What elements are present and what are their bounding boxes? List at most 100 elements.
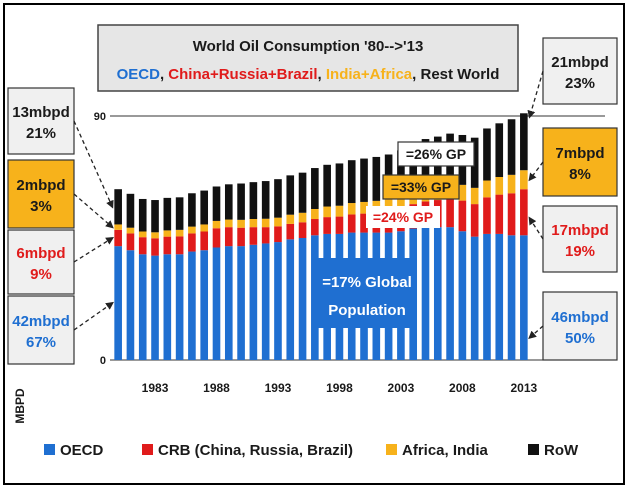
legend-label: OECD: [60, 442, 104, 459]
bar-oecd-2010: [483, 233, 491, 360]
bar-africa-india-1989: [224, 219, 233, 228]
callout-left-2: 6mbpd 9%: [7, 229, 75, 295]
bar-crb-1999: [347, 214, 356, 233]
callout-left-3-value: 42mbpd: [12, 313, 70, 330]
bar-row-1988: [212, 186, 221, 221]
bar-africa-india-2003: [397, 195, 405, 209]
arrow-left-africa: [73, 193, 114, 229]
legend-item-2: Africa, India: [386, 442, 489, 459]
gp-label-text: =26% GP: [406, 146, 466, 162]
bar-oecd-1982: [138, 254, 147, 360]
bar-crb-1983: [151, 238, 159, 256]
bar-crb-1982: [138, 237, 147, 255]
callout-left-1: 2mbpd 3%: [7, 159, 75, 229]
bar-oecd-1988: [212, 247, 221, 360]
callout-left-0-value: 13mbpd: [12, 104, 70, 121]
bar-row-2013: [520, 113, 528, 171]
bar-oecd-2013: [520, 235, 528, 360]
callout-left-1-share: 3%: [30, 198, 52, 215]
legend-label: CRB (China, Russia, Brazil): [158, 442, 353, 459]
bar-row-2012: [507, 119, 516, 175]
bar-row-2009: [470, 137, 479, 188]
callout-right-3-value: 46mbpd: [551, 309, 609, 326]
population-line2: Population: [328, 302, 406, 319]
x-tick-label: 1993: [265, 381, 292, 395]
bar-row-1987: [200, 190, 209, 225]
bar-africa-india-2013: [520, 170, 528, 190]
bar-crb-1985: [175, 236, 184, 255]
bar-oecd-1996: [311, 235, 319, 360]
bar-africa-india-2000: [360, 201, 368, 214]
bar-oecd-1985: [175, 254, 184, 360]
bar-crb-1996: [311, 219, 319, 236]
bar-row-1994: [286, 175, 295, 215]
bar-africa-india-1991: [249, 219, 258, 228]
arrow-left-row: [73, 120, 114, 209]
bar-oecd-1995: [298, 238, 307, 360]
bar-row-1980: [114, 189, 122, 225]
bar-crb-1986: [188, 233, 196, 252]
bar-oecd-2007: [446, 227, 454, 360]
subtitle-part: China+Russia+Brazil: [168, 66, 317, 83]
bar-row-2003: [397, 150, 405, 196]
bar-africa-india-2012: [507, 174, 516, 194]
bar-africa-india-2008: [458, 184, 467, 201]
population-line1: =17% Global: [322, 274, 412, 291]
gp-label-crb: =24% GP: [366, 206, 440, 228]
callout-right-1-share: 8%: [569, 166, 591, 183]
callout-left-1-value: 2mbpd: [16, 177, 65, 194]
bar-africa-india-1994: [286, 214, 295, 224]
bar-row-2004: [409, 143, 418, 191]
bar-oecd-1990: [237, 246, 245, 360]
callout-right-3-share: 50%: [565, 330, 595, 347]
legend-swatch: [142, 444, 153, 455]
legend-label: RoW: [544, 442, 579, 459]
bar-crb-1989: [224, 227, 233, 247]
x-tick-label: 1983: [142, 381, 169, 395]
legend: OECD CRB (China, Russia, Brazil) Africa, I…: [44, 442, 579, 459]
bar-crb-1991: [249, 227, 258, 245]
callouts-layer: 13mbpd 21% 2mbpd 3% 6mbpd 9% 42mbpd 67% 21mbpd 23…: [7, 37, 618, 365]
bar-oecd-2009: [470, 236, 479, 360]
bar-africa-india-1984: [163, 230, 172, 237]
bar-africa-india-1981: [126, 227, 135, 234]
bar-crb-1987: [200, 231, 209, 251]
bar-oecd-2008: [458, 231, 467, 360]
bar-row-1993: [274, 179, 282, 218]
bar-row-1986: [188, 193, 196, 227]
chart-subtitle: OECD, China+Russia+Brazil, India+Africa,…: [117, 66, 500, 83]
callout-left-0-share: 21%: [26, 125, 56, 142]
bar-row-1990: [237, 183, 245, 220]
bar-crb-1981: [126, 233, 135, 251]
x-tick-label: 2013: [510, 381, 537, 395]
bar-africa-india-1982: [138, 231, 147, 238]
bar-row-1999: [347, 160, 356, 204]
bar-oecd-1994: [286, 239, 295, 360]
subtitle-part: ,: [318, 66, 326, 83]
arrow-right-africa: [528, 161, 544, 182]
bar-africa-india-1986: [188, 226, 196, 234]
gp-label-africa: =33% GP: [382, 174, 460, 200]
bar-row-1997: [323, 164, 331, 207]
bar-africa-india-1996: [311, 208, 319, 220]
bar-crb-1993: [274, 226, 282, 243]
bar-row-1998: [335, 163, 344, 206]
x-tick-label: 1998: [326, 381, 353, 395]
callout-right-1: 7mbpd 8%: [542, 127, 618, 197]
arrow-left-oecd: [73, 301, 114, 331]
bar-crb-1992: [261, 227, 270, 244]
callout-left-3: 42mbpd 67%: [7, 295, 75, 365]
legend-swatch: [528, 444, 539, 455]
bar-africa-india-1997: [323, 206, 331, 218]
bar-oecd-1987: [200, 250, 209, 360]
bar-africa-india-2002: [384, 199, 393, 212]
callout-left-2-value: 6mbpd: [16, 245, 65, 262]
bar-crb-2010: [483, 197, 491, 234]
population-label: =17% Global Population: [318, 258, 416, 328]
bar-crb-2007: [446, 198, 454, 228]
callout-right-2: 17mbpd 19%: [542, 205, 618, 273]
bar-oecd-2006: [433, 227, 442, 360]
bar-row-1989: [224, 184, 233, 220]
subtitle-part: , Rest World: [412, 66, 499, 83]
bar-crb-2011: [495, 194, 504, 234]
